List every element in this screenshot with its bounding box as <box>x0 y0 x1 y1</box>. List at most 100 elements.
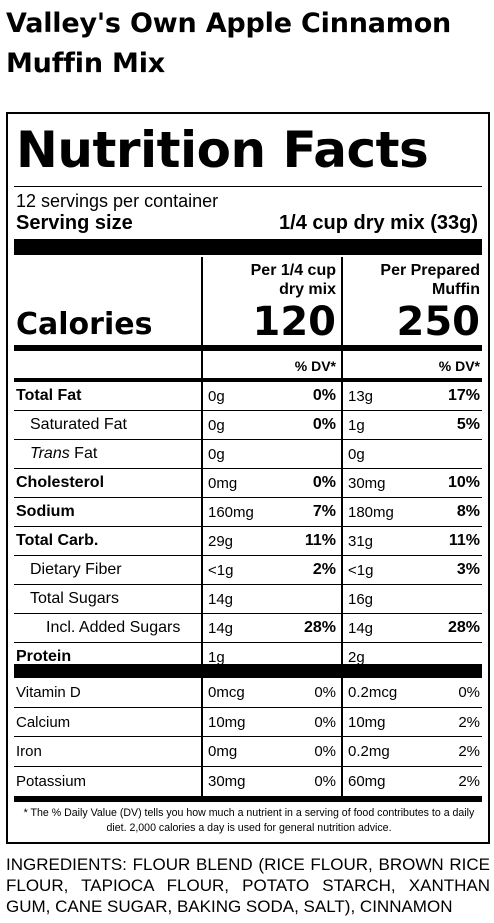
col2-header: Per Prepared Muffin <box>348 261 480 299</box>
medium-divider <box>14 796 482 802</box>
thick-divider <box>14 664 482 678</box>
nutrient-name: Total Fat <box>16 387 82 404</box>
nutrient-row: Cholesterol 0mg 0% 30mg 10% <box>8 469 488 498</box>
nutrient-name: Total Sugars <box>30 590 119 607</box>
nutrient-name-italic: Trans <box>30 445 70 462</box>
dv-col2: 8% <box>456 503 480 520</box>
row-divider <box>14 765 482 767</box>
amount-col1: 14g <box>208 591 234 608</box>
dv-col2: 3% <box>456 561 480 578</box>
amount-col1: 0g <box>208 417 225 434</box>
dv-col1: 0% <box>314 684 336 701</box>
nutrient-name-rest: Fat <box>69 445 98 462</box>
vitamin-name: Potassium <box>16 772 87 790</box>
vitamin-name: Iron <box>16 743 42 760</box>
nutrient-row: Sodium 160mg 7% 180mg 8% <box>8 498 488 527</box>
dv-col1: 7% <box>312 503 336 520</box>
dv-col1: 0% <box>314 713 336 731</box>
nutrition-facts-panel: Nutrition Facts 12 servings per containe… <box>6 112 490 844</box>
dv-col1: 0% <box>314 772 336 790</box>
amount-col2: 0g <box>348 446 365 463</box>
dv-col2: 11% <box>448 532 480 549</box>
dv-col1: 0% <box>312 474 336 491</box>
nutrient-name: Saturated Fat <box>30 416 127 433</box>
amount-col1: 0mg <box>208 743 238 760</box>
nutrient-name: Dietary Fiber <box>30 561 122 578</box>
amount-col2: 10mg <box>348 713 386 731</box>
vitamin-name: Vitamin D <box>16 684 81 701</box>
calories-col2: 250 <box>396 299 481 345</box>
calories-label: Calories <box>16 307 153 342</box>
dv-col1: 0% <box>314 743 336 760</box>
vitamin-row: Vitamin D 0mcg 0% 0.2mcg 0% <box>8 678 488 708</box>
vitamin-row: Iron 0mg 0% 0.2mg 2% <box>8 737 488 767</box>
divider <box>14 186 482 187</box>
medium-divider <box>14 378 482 382</box>
nutrient-name: Total Carb. <box>16 532 99 549</box>
ingredients-text: INGREDIENTS: FLOUR BLEND (RICE FLOUR, BR… <box>6 855 490 916</box>
amount-col1: <1g <box>208 562 234 579</box>
amount-col2: <1g <box>348 562 374 579</box>
dv-col2: 5% <box>456 416 480 433</box>
amount-col1: 0g <box>208 446 225 463</box>
row-divider <box>14 468 482 469</box>
row-divider <box>14 497 482 498</box>
amount-col2: 2g <box>348 649 365 666</box>
dv-col1: 2% <box>312 561 336 578</box>
column-divider <box>341 257 343 797</box>
serving-size-label: Serving size <box>16 212 133 234</box>
dv-col2: 17% <box>447 387 480 404</box>
nutrition-facts-title: Nutrition Facts <box>16 121 429 179</box>
row-divider <box>14 613 482 614</box>
dv-col2: 0% <box>458 684 480 701</box>
vitamin-row: Potassium 30mg 0% 60mg 2% <box>8 767 488 797</box>
row-divider <box>14 526 482 527</box>
amount-col2: 1g <box>348 417 365 434</box>
amount-col2: 31g <box>348 533 374 550</box>
dv-col2: 2% <box>458 713 480 731</box>
product-title-line2: Muffin Mix <box>6 48 165 79</box>
amount-col2: 60mg <box>348 772 386 790</box>
medium-divider <box>14 345 482 351</box>
dv-header-col1: % DV* <box>294 358 336 374</box>
col1-header: Per 1/4 cup dry mix <box>208 261 336 299</box>
vitamin-row: Calcium 10mg 0% 10mg 2% <box>8 708 488 737</box>
dv-header-col2: % DV* <box>438 358 480 374</box>
nutrient-name: Cholesterol <box>16 474 105 491</box>
row-divider <box>14 439 482 440</box>
amount-col1: 160mg <box>208 504 254 521</box>
amount-col1: 0mg <box>208 475 238 492</box>
nutrient-row: Saturated Fat 0g 0% 1g 5% <box>8 411 488 440</box>
nutrient-row: Incl. Added Sugars 14g 28% 14g 28% <box>8 614 488 643</box>
daily-value-footnote: * The % Daily Value (DV) tells you how m… <box>23 807 475 834</box>
row-divider <box>14 706 482 708</box>
amount-col2: 180mg <box>348 504 394 521</box>
dv-col2: 2% <box>458 772 480 790</box>
row-divider <box>14 642 482 643</box>
nutrient-name: Trans Fat <box>30 445 97 463</box>
amount-col2: 0.2mcg <box>348 684 398 701</box>
nutrient-name: Protein <box>16 648 72 665</box>
row-divider <box>14 736 482 737</box>
amount-col2: 14g <box>348 620 374 637</box>
col2-header-line1: Per Prepared <box>380 262 480 279</box>
amount-col1: 0mcg <box>208 684 245 701</box>
col1-header-line2: dry mix <box>279 281 336 298</box>
row-divider <box>14 584 482 585</box>
amount-col2: 0.2mg <box>348 743 390 760</box>
product-title: Valley's Own Apple Cinnamon Muffin Mix <box>6 4 490 84</box>
product-title-line1: Valley's Own Apple Cinnamon <box>6 8 452 39</box>
amount-col1: 1g <box>208 649 225 666</box>
amount-col1: 29g <box>208 533 234 550</box>
dv-col1: 28% <box>303 619 336 636</box>
column-divider <box>201 257 203 797</box>
dv-col2: 28% <box>447 619 480 636</box>
row-divider <box>14 555 482 556</box>
nutrient-row: Total Fat 0g 0% 13g 17% <box>8 382 488 411</box>
dv-col1: 11% <box>304 532 336 549</box>
nutrient-row: Total Sugars 14g 16g <box>8 585 488 614</box>
nutrient-name: Sodium <box>16 503 75 520</box>
vitamin-name: Calcium <box>16 713 71 731</box>
col2-header-line2: Muffin <box>432 281 480 298</box>
amount-col2: 16g <box>348 591 374 608</box>
